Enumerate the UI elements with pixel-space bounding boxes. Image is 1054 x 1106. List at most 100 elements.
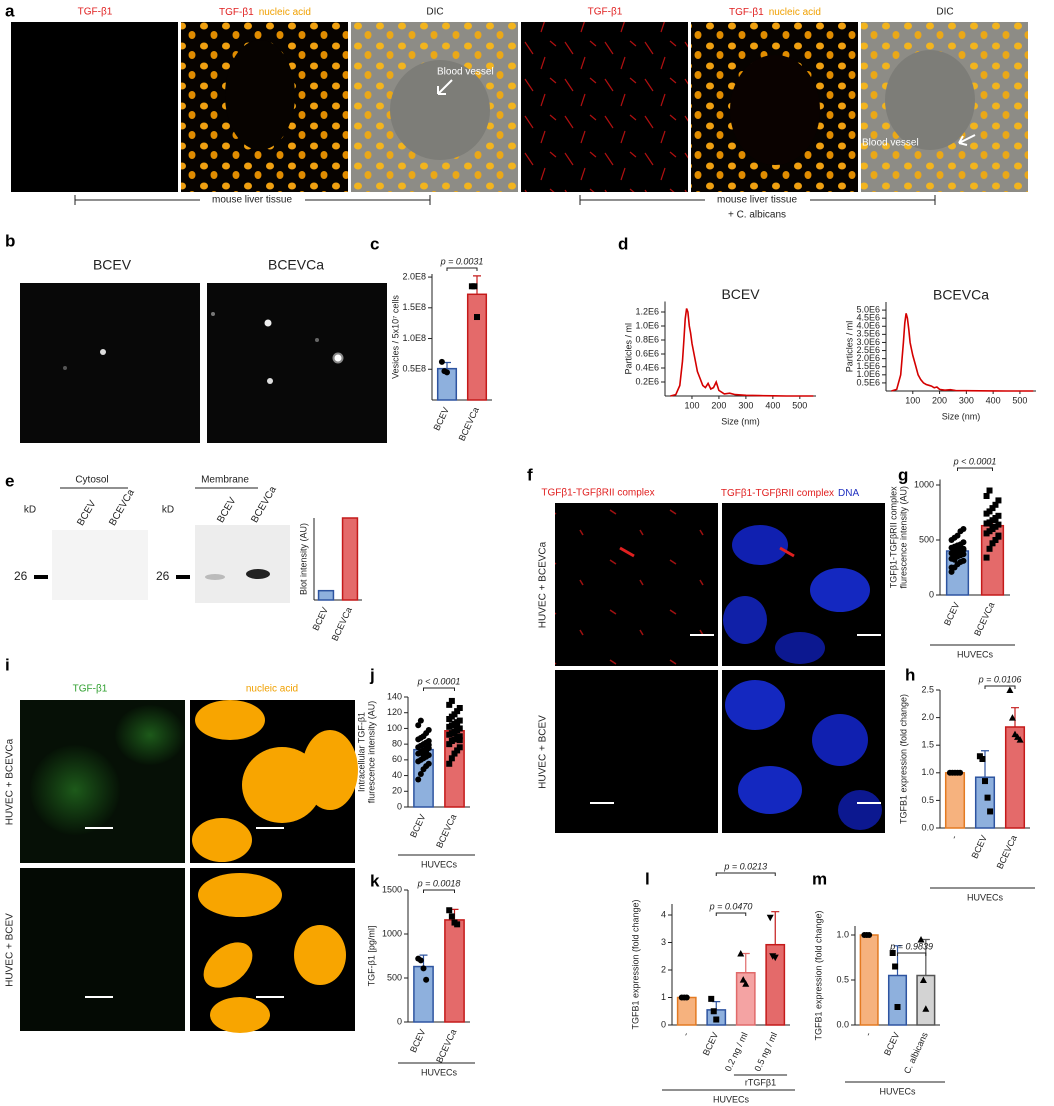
caption: mouse liver tissue (717, 195, 797, 206)
panel-label: d (618, 234, 628, 253)
y-tick-label: 0 (397, 801, 402, 811)
vessel (390, 60, 490, 160)
significance-bracket (897, 952, 927, 956)
row-label: HUVEC + BCEV (5, 913, 16, 987)
y-tick-label: 1.5E6 (856, 361, 880, 371)
point (446, 907, 453, 914)
band (205, 574, 225, 580)
cell (115, 705, 185, 765)
point (739, 976, 747, 983)
caption: mouse liver tissue (212, 195, 292, 206)
significance-bracket (423, 889, 455, 893)
y-tick-label: 500 (919, 534, 934, 544)
nucleus (732, 525, 788, 565)
y-tick-label: 100 (387, 723, 402, 733)
x-tick-label: 200 (932, 395, 947, 405)
p-value: p < 0.0001 (417, 676, 461, 686)
p-value: p = 0.0018 (417, 878, 461, 888)
micrograph (11, 22, 178, 192)
x-tick-label: 500 (1012, 395, 1027, 405)
point (454, 747, 461, 754)
p-value: p = 0.0106 (978, 674, 1022, 684)
group-label: HUVECs (957, 649, 994, 659)
point (451, 711, 458, 718)
point (456, 737, 463, 744)
point (987, 808, 994, 815)
y-axis-label: TGF-β1 [pg/ml] (366, 926, 376, 987)
point (957, 551, 964, 558)
error-bar (981, 750, 989, 778)
panel-label: c (370, 234, 379, 253)
nucleus (738, 766, 802, 814)
significance-bracket (957, 467, 993, 471)
point (948, 568, 955, 575)
point (456, 733, 463, 740)
panel-label: b (5, 231, 15, 250)
error-bar (1011, 707, 1019, 727)
point (954, 532, 961, 539)
point (986, 487, 993, 494)
point (471, 283, 478, 290)
point (960, 526, 967, 532)
lane-label: BCEVCa (249, 484, 279, 525)
micrograph (20, 868, 185, 1031)
x-tick-label: BCEVCa (457, 406, 481, 443)
p-value: p = 0.9839 (889, 941, 933, 951)
y-tick-label: 1 (661, 992, 666, 1002)
y-tick-label: 60 (392, 754, 402, 764)
y-tick-label: 0.0 (836, 1019, 849, 1029)
x-tick-label: BCEV (408, 1028, 427, 1054)
x-tick-label: C. albicans (902, 1030, 930, 1075)
point (474, 314, 480, 321)
point (989, 505, 996, 512)
x-tick-label: - (863, 1031, 873, 1038)
point (960, 539, 967, 546)
p-value: p < 0.0001 (953, 456, 997, 466)
point (917, 936, 925, 943)
x-tick-label: 0.5 ng / ml (752, 1031, 779, 1073)
point (423, 748, 430, 755)
nucleus (725, 680, 785, 730)
y-tick-label: 120 (387, 707, 402, 717)
point (456, 705, 463, 711)
bracket-line (579, 195, 936, 205)
y-tick-label: 4.0E6 (856, 321, 880, 331)
y-tick-label: 1000 (382, 928, 402, 938)
point (425, 727, 432, 733)
point (995, 533, 1002, 540)
y-tick-label: 20 (392, 786, 402, 796)
y-tick-label: 3 (661, 937, 666, 947)
lane-label: BCEV (75, 498, 98, 527)
vesicle (211, 312, 215, 316)
group-label: HUVECs (879, 1086, 916, 1096)
vesicle (100, 349, 106, 355)
bar (676, 996, 697, 1026)
panel-label: j (369, 665, 375, 684)
nucleus (302, 730, 358, 810)
point (984, 794, 991, 801)
significance-bracket (715, 872, 776, 876)
point (954, 542, 961, 549)
error-bar (921, 938, 930, 976)
point (446, 741, 453, 748)
x-tick-label: BCEVCa (434, 813, 458, 850)
arrow (958, 134, 976, 146)
p-value: p = 0.0470 (709, 901, 753, 911)
nucleus (810, 568, 870, 612)
caption-bracket (74, 195, 936, 205)
y-tick-label: 2.5 (921, 684, 934, 694)
y-tick-label: 4.5E6 (856, 313, 880, 323)
image-title: TGFβ1-TGFβRII complex (541, 488, 654, 499)
annotation: Blood vessel (862, 138, 919, 149)
y-axis-label: Vesicles / 5x10⁷ cells (390, 295, 400, 379)
point (417, 771, 424, 777)
point (919, 976, 927, 983)
image-title: TGF-β1 (73, 684, 108, 695)
nuclei (725, 680, 882, 830)
panel-label: i (5, 655, 10, 674)
y-tick-label: 5.0E6 (856, 304, 880, 314)
vessel (225, 40, 295, 150)
point (420, 965, 427, 972)
bar (341, 517, 359, 601)
